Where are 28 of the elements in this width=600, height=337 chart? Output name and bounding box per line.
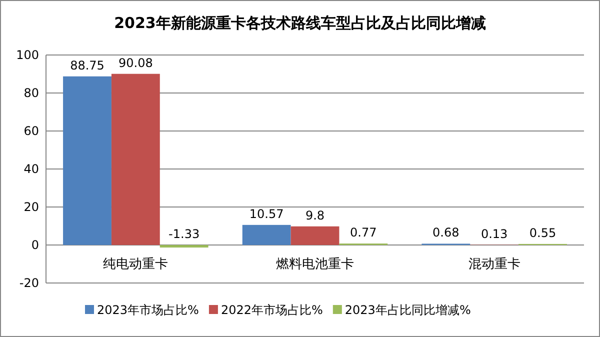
y-tick-label: 0: [31, 238, 39, 252]
legend-label: 2022年市场占比%: [220, 303, 323, 317]
legend-label: 2023年市场占比%: [97, 303, 199, 317]
y-tick-label: 40: [24, 162, 39, 176]
data-label: -1.33: [168, 227, 200, 241]
data-label: 90.08: [118, 56, 153, 70]
bar: [290, 226, 340, 245]
data-label: 0.68: [432, 226, 460, 240]
y-tick-label: 100: [16, 48, 39, 62]
data-label: 0.55: [529, 226, 556, 240]
bar: [160, 245, 208, 248]
data-label: 0.13: [480, 226, 508, 241]
y-tick-label: 20: [24, 200, 39, 214]
chart-title: 2023年新能源重卡各技术路线车型占比及占比同比增减: [114, 14, 486, 32]
data-label: 10.57: [249, 206, 284, 221]
data-label: 88.75: [70, 58, 104, 72]
data-label: 9.8: [305, 208, 325, 222]
data-label: 0.77: [350, 226, 377, 240]
bar: [63, 76, 112, 245]
x-tick-label: 混动重卡: [468, 257, 520, 272]
y-tick-label: -20: [19, 276, 39, 290]
bar: [242, 224, 291, 245]
bar: [111, 74, 160, 245]
x-tick-label: 燃料电池重卡: [276, 257, 354, 272]
x-tick-label: 纯电动重卡: [103, 257, 168, 272]
y-tick-label: 60: [24, 124, 39, 138]
legend-label: 2023年占比同比增减%: [344, 303, 471, 317]
y-tick-label: 80: [24, 86, 39, 100]
